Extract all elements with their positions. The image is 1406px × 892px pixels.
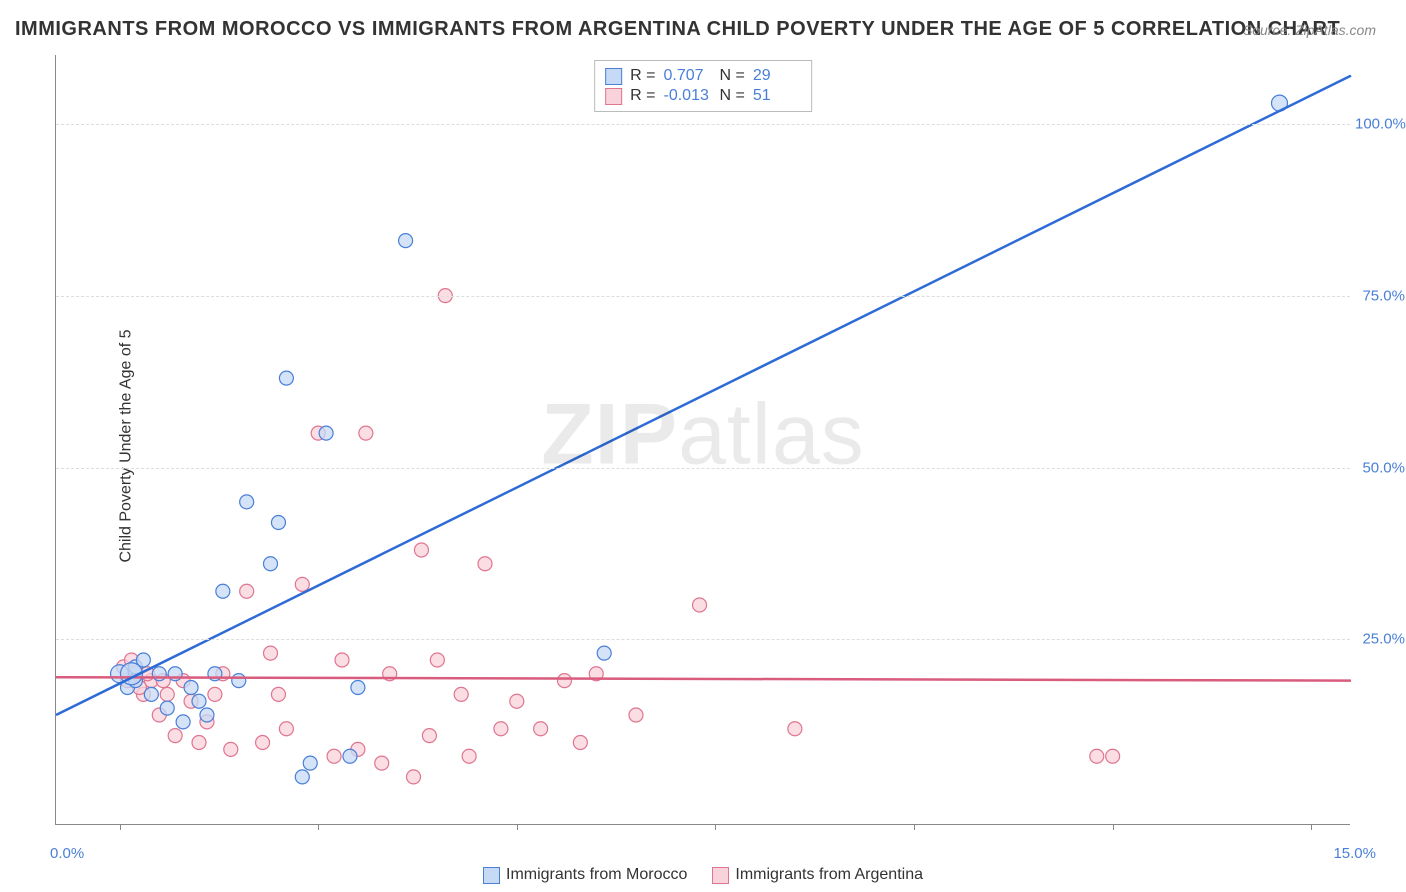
gridline [56,296,1350,297]
scatter-point [319,426,333,440]
scatter-point [256,736,270,750]
legend-item-argentina: Immigrants from Argentina [712,866,923,884]
legend-swatch-argentina-bottom [712,867,729,884]
scatter-point [279,371,293,385]
x-tick-mark [120,824,121,830]
scatter-point [208,687,222,701]
gridline [56,639,1350,640]
scatter-point [629,708,643,722]
scatter-point [216,584,230,598]
scatter-point [557,674,571,688]
scatter-point [335,653,349,667]
scatter-point [192,694,206,708]
scatter-point [327,749,341,763]
gridline [56,124,1350,125]
scatter-point [232,674,246,688]
plot-area: ZIPatlas 25.0%50.0%75.0%100.0% [55,55,1350,825]
scatter-point [295,577,309,591]
scatter-point [478,557,492,571]
x-tick-mark [715,824,716,830]
scatter-point [351,681,365,695]
legend-n-argentina: 51 [753,87,801,105]
scatter-point [224,742,238,756]
scatter-point [176,715,190,729]
x-axis-min: 0.0% [50,845,84,862]
scatter-point [494,722,508,736]
scatter-point [168,729,182,743]
x-tick-mark [517,824,518,830]
scatter-point [160,687,174,701]
legend-label-argentina: Immigrants from Argentina [735,866,923,884]
scatter-point [788,722,802,736]
legend-row-morocco: R = 0.707 N = 29 [605,67,801,85]
trend-line [56,677,1351,680]
legend-n-label: N = [720,67,745,85]
legend-r-morocco: 0.707 [664,67,712,85]
scatter-point [430,653,444,667]
scatter-point [573,736,587,750]
scatter-point [160,701,174,715]
scatter-svg [56,55,1350,824]
gridline [56,468,1350,469]
scatter-point [240,584,254,598]
y-tick-label: 50.0% [1355,459,1405,476]
scatter-point [510,694,524,708]
x-tick-mark [1113,824,1114,830]
legend-item-morocco: Immigrants from Morocco [483,866,687,884]
y-tick-label: 75.0% [1355,287,1405,304]
legend-r-argentina: -0.013 [664,87,712,105]
legend-r-label: R = [630,87,655,105]
scatter-point [375,756,389,770]
x-axis-max: 15.0% [1333,845,1376,862]
scatter-point [1106,749,1120,763]
scatter-point [343,749,357,763]
legend-n-morocco: 29 [753,67,801,85]
scatter-point [279,722,293,736]
legend-r-label: R = [630,67,655,85]
scatter-point [399,234,413,248]
scatter-point [271,516,285,530]
scatter-point [144,687,158,701]
series-legend: Immigrants from Morocco Immigrants from … [0,866,1406,884]
x-tick-mark [914,824,915,830]
scatter-point [303,756,317,770]
y-tick-label: 25.0% [1355,631,1405,648]
scatter-point [200,708,214,722]
scatter-point [407,770,421,784]
scatter-point [264,557,278,571]
correlation-legend: R = 0.707 N = 29 R = -0.013 N = 51 [594,60,812,112]
legend-swatch-morocco [605,68,622,85]
x-tick-mark [1311,824,1312,830]
scatter-point [359,426,373,440]
chart-title: IMMIGRANTS FROM MOROCCO VS IMMIGRANTS FR… [15,18,1340,41]
scatter-point [264,646,278,660]
x-tick-mark [318,824,319,830]
scatter-point [184,681,198,695]
scatter-point [192,736,206,750]
scatter-point [462,749,476,763]
scatter-point [271,687,285,701]
legend-row-argentina: R = -0.013 N = 51 [605,87,801,105]
trend-line [56,76,1351,715]
legend-swatch-morocco-bottom [483,867,500,884]
scatter-point [422,729,436,743]
scatter-point [1090,749,1104,763]
scatter-point [534,722,548,736]
scatter-point [597,646,611,660]
legend-n-label: N = [720,87,745,105]
scatter-point [454,687,468,701]
scatter-point [414,543,428,557]
y-tick-label: 100.0% [1355,115,1405,132]
scatter-point [693,598,707,612]
scatter-point [240,495,254,509]
source-attribution: Source: ZipAtlas.com [1243,22,1376,38]
scatter-point [295,770,309,784]
legend-label-morocco: Immigrants from Morocco [506,866,687,884]
legend-swatch-argentina [605,88,622,105]
